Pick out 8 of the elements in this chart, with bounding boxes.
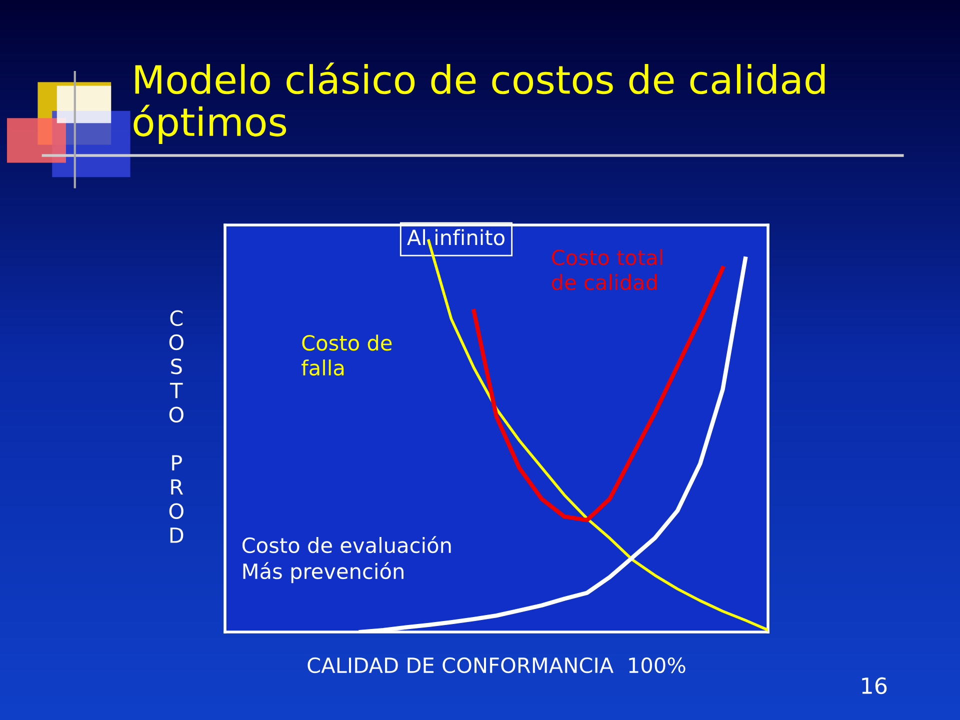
- series-label: Costo de evaluación Más prevención: [242, 536, 451, 584]
- x-axis-title: CALIDAD DE CONFORMANCIA 100%: [308, 657, 686, 674]
- text: 16: [862, 677, 887, 694]
- chart-title: Modelo clásico de costos de calidad óptimos: [134, 62, 825, 144]
- text: Costo total de calidad: [552, 249, 662, 290]
- text: COSTO PROD: [169, 310, 184, 543]
- annotation: Al infinito: [407, 229, 504, 246]
- text: Costo de falla: [302, 334, 392, 376]
